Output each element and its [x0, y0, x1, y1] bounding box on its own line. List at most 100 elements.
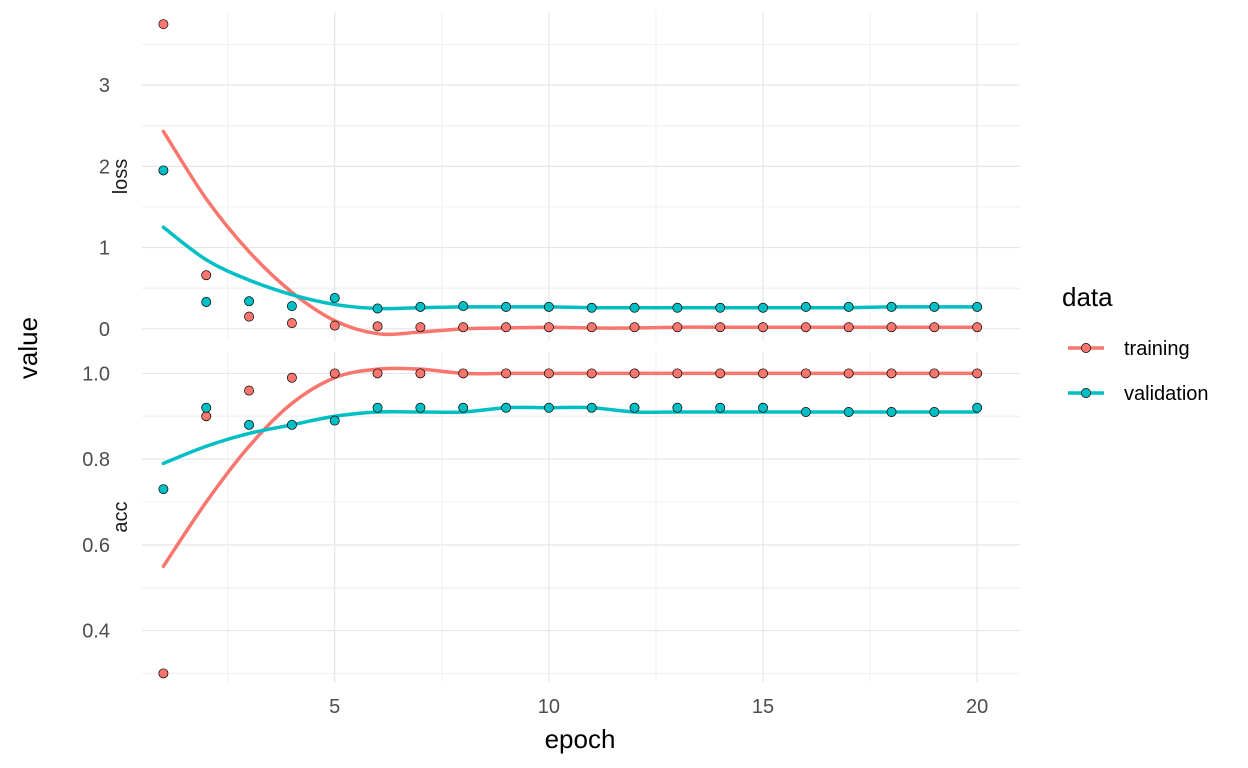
- loss-validation-smooth-line: [161, 225, 979, 311]
- acc-validation-point: [886, 407, 897, 417]
- loss-training-point: [244, 311, 255, 322]
- loss-validation-point: [501, 301, 511, 312]
- y-tick-label: 0.8: [82, 449, 110, 471]
- acc-validation-point: [158, 484, 169, 495]
- loss-training-smooth-line: [161, 129, 979, 337]
- acc-validation-point: [715, 402, 726, 413]
- acc-training-point: [886, 368, 897, 379]
- acc-training-point: [586, 368, 597, 379]
- loss-training-point: [586, 322, 597, 333]
- loss-training-point: [415, 322, 426, 333]
- loss-validation-point: [543, 301, 554, 312]
- y-tick-label: 3: [99, 75, 110, 97]
- loss-training-point: [843, 322, 854, 333]
- legend-training-label: training: [1124, 338, 1190, 360]
- acc-validation-point: [501, 402, 511, 413]
- loss-training-point: [715, 322, 726, 333]
- acc-training-point: [629, 368, 640, 379]
- loss-validation-point: [201, 297, 212, 307]
- acc-validation-point: [415, 402, 426, 413]
- y-axis-title: value: [13, 317, 43, 379]
- acc-validation-point: [244, 419, 255, 430]
- acc-validation-point: [800, 407, 811, 417]
- acc-training-point: [286, 372, 297, 383]
- loss-validation-point: [286, 301, 297, 312]
- facet-label-acc: acc: [110, 501, 132, 532]
- loss-validation-point: [415, 301, 426, 312]
- acc-validation-point: [372, 402, 383, 413]
- legend-validation-key: [1081, 388, 1091, 398]
- x-axis-title: epoch: [545, 724, 616, 754]
- loss-validation-point: [715, 302, 726, 313]
- y-tick-label: 1.0: [82, 363, 110, 385]
- loss-validation-point: [244, 296, 255, 307]
- acc-training-point: [158, 668, 169, 679]
- loss-training-point: [286, 318, 297, 329]
- x-tick-label: 15: [752, 696, 774, 718]
- y-tick-label: 0: [99, 319, 110, 341]
- acc-validation-point: [929, 407, 940, 417]
- acc-training-point: [758, 368, 768, 379]
- acc-training-point: [972, 368, 983, 379]
- acc-training-point: [715, 368, 726, 379]
- facet-label-loss: loss: [110, 159, 132, 195]
- acc-validation-point: [843, 407, 854, 417]
- loss-validation-point: [586, 302, 597, 313]
- loss-training-point: [886, 322, 897, 333]
- acc-training-point: [244, 385, 255, 396]
- acc-training-point: [543, 368, 554, 379]
- acc-validation-point: [286, 419, 297, 430]
- acc-validation-point: [672, 402, 683, 413]
- mark-layer: [158, 19, 983, 679]
- x-tick-label: 5: [329, 696, 340, 718]
- loss-training-point: [672, 322, 683, 333]
- loss-validation-point: [629, 302, 640, 313]
- loss-training-point: [458, 322, 469, 333]
- loss-validation-point: [458, 301, 469, 312]
- acc-validation-point: [543, 402, 554, 413]
- legend-training-key: [1081, 343, 1091, 353]
- acc-training-point: [415, 368, 426, 379]
- loss-validation-point: [758, 302, 768, 313]
- loss-training-point: [543, 322, 554, 333]
- loss-training-point: [201, 270, 212, 281]
- legend-validation-label: validation: [1124, 383, 1209, 405]
- loss-validation-point: [843, 301, 854, 312]
- loss-validation-point: [158, 165, 169, 176]
- acc-training-point: [929, 368, 940, 379]
- acc-training-point: [672, 368, 683, 379]
- acc-validation-point: [972, 402, 983, 413]
- loss-training-point: [329, 320, 340, 331]
- loss-validation-point: [329, 292, 340, 303]
- loss-validation-point: [672, 302, 683, 313]
- loss-validation-point: [800, 301, 811, 312]
- text-layer: 0 1 2 3 loss 0.4 0.6 0.8 1.0 acc 5 10 15 20: [82, 75, 988, 718]
- loss-training-point: [158, 19, 169, 30]
- acc-validation-point: [329, 415, 340, 426]
- acc-training-point: [329, 368, 340, 379]
- x-tick-label: 10: [538, 696, 560, 718]
- loss-training-point: [501, 322, 511, 333]
- loss-validation-point: [972, 301, 983, 312]
- loss-training-point: [929, 322, 940, 333]
- legend-title: data: [1062, 282, 1113, 312]
- acc-training-point: [800, 368, 811, 379]
- loss-training-point: [629, 322, 640, 333]
- acc-training-smooth-line: [161, 366, 979, 569]
- acc-validation-point: [458, 402, 469, 413]
- y-tick-label: 2: [99, 156, 110, 178]
- acc-training-point: [843, 368, 854, 379]
- acc-validation-point: [629, 402, 640, 413]
- acc-validation-point: [758, 402, 768, 413]
- loss-training-point: [972, 322, 983, 333]
- acc-training-point: [201, 411, 212, 422]
- acc-training-point: [458, 368, 469, 379]
- x-tick-label: 20: [966, 696, 988, 718]
- acc-training-point: [501, 368, 511, 379]
- loss-training-point: [758, 322, 768, 333]
- loss-validation-point: [929, 301, 940, 312]
- loss-validation-point: [886, 301, 897, 312]
- acc-training-point: [372, 368, 383, 379]
- acc-validation-point: [201, 402, 212, 413]
